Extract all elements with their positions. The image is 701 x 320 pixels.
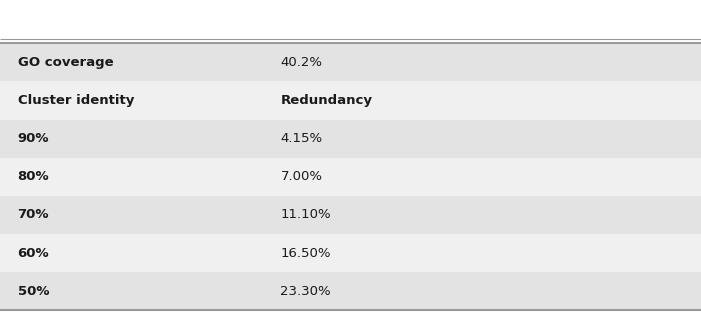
Text: 11.10%: 11.10% [280,208,331,221]
Text: Cluster identity: Cluster identity [18,94,134,107]
Text: 80%: 80% [18,170,49,183]
Text: 70%: 70% [18,208,49,221]
Text: 23.30%: 23.30% [280,285,331,298]
Text: 50%: 50% [18,285,49,298]
Text: 7.00%: 7.00% [280,170,322,183]
Text: 90%: 90% [18,132,49,145]
Bar [0,81,701,120]
Bar [0,196,701,234]
Bar [0,43,701,81]
Text: GO coverage: GO coverage [18,56,113,69]
Bar [0,272,701,310]
Bar [0,120,701,158]
Text: 60%: 60% [18,247,49,260]
Text: 4.15%: 4.15% [280,132,322,145]
Text: 40.2%: 40.2% [280,56,322,69]
Bar [0,234,701,272]
Text: Redundancy: Redundancy [280,94,372,107]
Bar [0,158,701,196]
Text: 16.50%: 16.50% [280,247,331,260]
